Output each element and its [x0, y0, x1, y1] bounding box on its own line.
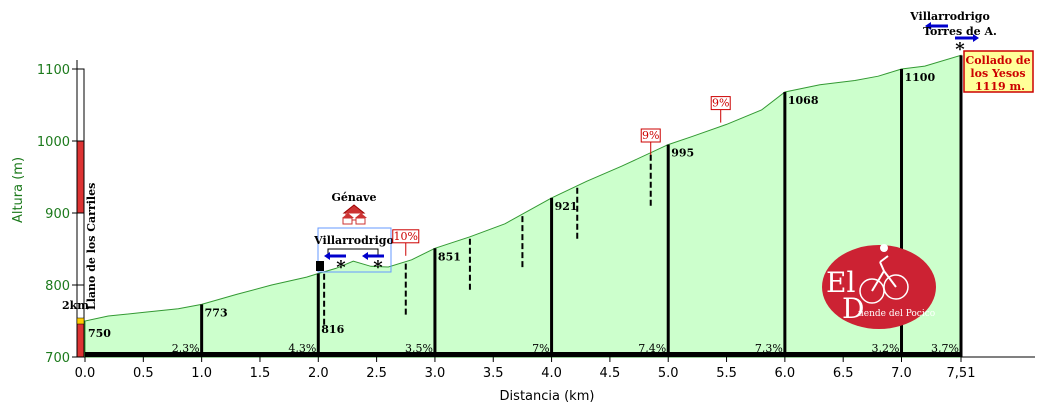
place-villarrodrigo-mid: Villarrodrigo	[313, 234, 394, 247]
altitude-color-bar	[76, 68, 85, 358]
data-labels: 10% 9% 9%	[392, 96, 731, 256]
summit-box	[963, 50, 1034, 93]
summit-line-2: los Yesos	[970, 67, 1025, 80]
km-elevation-label: 1100	[905, 71, 936, 84]
x-tick-label: 4.0	[541, 366, 562, 381]
y-ticks: 700 800 900 1000 1100	[37, 63, 77, 366]
x-tick-label: 7.0	[891, 366, 912, 381]
max-grade-flag	[710, 96, 731, 111]
place-villarrodrigo-top: Villarrodrigo	[909, 10, 990, 23]
logo-text-d: D	[842, 292, 864, 325]
segment-grade: 7,4%	[638, 342, 666, 355]
bracket-line	[327, 248, 379, 255]
junction-star-icon: *	[373, 257, 383, 278]
junction-star-icon: *	[336, 257, 346, 278]
x-tick-label: 6.0	[775, 366, 796, 381]
x-ticks: 0.0 0.5 1.0 1.5 2.0 2.5 3.0 3.5 4.0 4.5 5.0 5.5 6.0 6…	[75, 357, 976, 381]
km-elevation-label: 921	[555, 200, 578, 213]
start-marker-icon	[76, 317, 85, 325]
x-tick-label: 5.0	[658, 366, 679, 381]
junction-box	[317, 227, 392, 273]
altitude-band	[76, 212, 85, 286]
y-tick-label: 1100	[37, 63, 70, 78]
arrow-left-icon	[362, 252, 384, 260]
arrow-left-icon	[925, 22, 948, 30]
x-tick-label: 7,51	[947, 366, 976, 381]
altitude-band	[76, 140, 85, 214]
y-tick-label: 900	[45, 207, 70, 222]
km-elevation-label: 750	[88, 327, 111, 340]
logo-text-el: El	[826, 266, 855, 299]
y-tick-label: 800	[45, 279, 70, 294]
y-axis-label: Altura (m)	[11, 157, 26, 223]
km-elevation-label: 995	[671, 147, 694, 160]
x-tick-label: 0.5	[133, 366, 154, 381]
x-tick-label: 5.5	[716, 366, 737, 381]
segment-grade: 2,3%	[172, 342, 200, 355]
altitude-band	[76, 320, 85, 358]
place-genave: Génave	[332, 191, 377, 204]
x-tick-label: 0.0	[75, 366, 96, 381]
place-llano: Llano de los Carriles	[85, 183, 98, 310]
profile-area	[84, 54, 962, 358]
x-tick-label: 3.0	[425, 366, 446, 381]
x-tick-label: 1.0	[191, 366, 212, 381]
altitude-band	[76, 68, 85, 142]
x-tick-label: 2.5	[366, 366, 387, 381]
x-tick-label: 6.5	[833, 366, 854, 381]
segment-grade: 7%	[532, 342, 549, 355]
km-elevation-label: 816	[321, 323, 344, 336]
grade-bar: 2,3% 4,3% 3,5% 7% 7,4% 7,3% 3,2% 3,7%	[85, 342, 961, 357]
segment-grade: 3,7%	[931, 342, 959, 355]
arrow-right-icon	[955, 34, 979, 42]
start-km-label: 2km	[62, 299, 89, 312]
max-grade-label: 9%	[642, 129, 659, 142]
segment-grade: 3,2%	[872, 342, 900, 355]
x-tick-label: 2.0	[308, 366, 329, 381]
arrow-left-icon	[324, 252, 346, 260]
x-tick-label: 3.5	[483, 366, 504, 381]
x-axis-label: Distancia (km)	[500, 389, 595, 404]
x-tick-label: 1.5	[250, 366, 271, 381]
max-grade-flag	[640, 128, 661, 143]
segment-grade: 3,5%	[405, 342, 433, 355]
km-elevation-label: 1068	[788, 94, 819, 107]
summit-line-3: 1119 m.	[975, 80, 1025, 93]
max-grade-label: 10%	[394, 230, 418, 243]
summit-star-icon: *	[955, 39, 965, 60]
max-grade-label: 9%	[712, 97, 729, 110]
x-tick-label: 4.5	[600, 366, 621, 381]
y-tick-label: 1000	[37, 135, 70, 150]
km-markers: 750 773 816 851 921 995 1068 1100	[88, 55, 963, 357]
place-torres: Torres de A.	[923, 25, 997, 38]
logo: El D uende del Pocico	[822, 244, 936, 329]
km-elevation-label: 851	[438, 250, 461, 263]
segment-grade: 4,3%	[288, 342, 316, 355]
summit-line-1: Collado de	[965, 54, 1030, 67]
village-icon	[342, 204, 367, 225]
logo-text-small: uende del Pocico	[858, 309, 935, 319]
km-elevation-label: 773	[205, 306, 228, 319]
grade-bar-strip	[85, 352, 961, 357]
segment-grade: 7,3%	[755, 342, 783, 355]
road-sign-icon	[316, 261, 324, 271]
max-grade-flag	[392, 229, 420, 244]
y-tick-label: 700	[45, 351, 70, 366]
